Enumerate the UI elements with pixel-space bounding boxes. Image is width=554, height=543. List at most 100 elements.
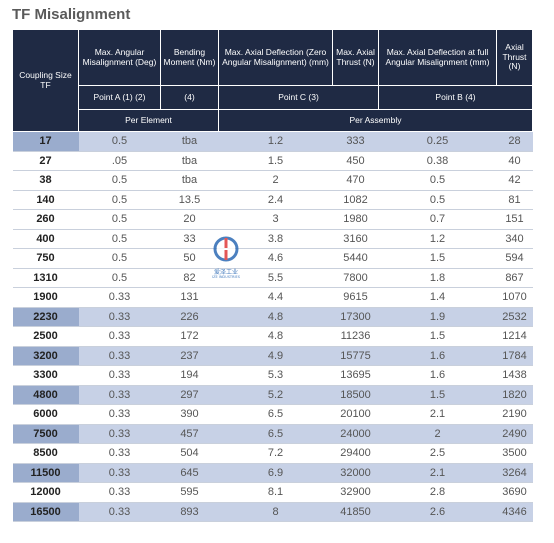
axial-thrust-2-cell: 81: [496, 190, 533, 210]
watermark-logo: 爱泽工业 IZE INDUSTRIES: [204, 234, 248, 284]
coupling-size-cell: 7500: [12, 424, 79, 444]
coupling-size-cell: 1900: [12, 287, 79, 308]
axial-thrust-cell: 17300: [332, 307, 379, 327]
axial-deflection-full-cell: 2.1: [378, 463, 497, 483]
axial-deflection-full-cell: 1.5: [378, 248, 497, 269]
axial-thrust-2-cell: 1820: [496, 385, 533, 405]
angular-misalignment-cell: .05: [78, 151, 161, 171]
coupling-size-cell: 6000: [12, 404, 79, 425]
axial-thrust-2-cell: 1214: [496, 326, 533, 347]
angular-misalignment-cell: 0.33: [78, 502, 161, 522]
axial-thrust-2-cell: 867: [496, 268, 533, 288]
header-bending-moment: Bending Moment (Nm): [160, 29, 219, 86]
axial-thrust-cell: 11236: [332, 326, 379, 347]
table-row: 2500 0.33 172 4.8 11236 1.5 1214: [12, 326, 533, 347]
misalignment-table: Coupling Size TF Max. Angular Misalignme…: [12, 29, 533, 522]
axial-deflection-zero-cell: 5.3: [218, 365, 333, 386]
table-row: 12000 0.33 595 8.1 32900 2.8 3690: [12, 482, 533, 503]
axial-thrust-2-cell: 1438: [496, 365, 533, 386]
axial-thrust-cell: 450: [332, 151, 379, 171]
axial-deflection-zero-cell: 7.2: [218, 443, 333, 464]
table-row: 2230 0.33 226 4.8 17300 1.9 2532: [12, 307, 533, 327]
axial-thrust-cell: 1082: [332, 190, 379, 210]
angular-misalignment-cell: 0.33: [78, 346, 161, 366]
coupling-size-cell: 27: [12, 151, 79, 171]
angular-misalignment-cell: 0.33: [78, 482, 161, 503]
angular-misalignment-cell: 0.33: [78, 326, 161, 347]
axial-deflection-full-cell: 0.5: [378, 190, 497, 210]
table-body: 17 0.5 tba 1.2 333 0.25 28 27.05 tba 1.5 450 0.38 40…: [12, 131, 533, 522]
axial-deflection-zero-cell: 8: [218, 502, 333, 522]
coupling-size-cell: 8500: [12, 443, 79, 464]
bending-moment-cell: 13.5: [160, 190, 219, 210]
table-row: 750 0.5 50 4.6 5440 1.5 594: [12, 248, 533, 269]
axial-deflection-full-cell: 0.7: [378, 209, 497, 230]
axial-deflection-zero-cell: 5.5: [218, 268, 333, 288]
axial-deflection-zero-cell: 6.9: [218, 463, 333, 483]
axial-deflection-zero-cell: 6.5: [218, 404, 333, 425]
coupling-size-cell: 3200: [12, 346, 79, 366]
bending-moment-cell: 390: [160, 404, 219, 425]
axial-thrust-2-cell: 28: [496, 131, 533, 152]
angular-misalignment-cell: 0.33: [78, 463, 161, 483]
axial-deflection-zero-cell: 4.4: [218, 287, 333, 308]
coupling-size-cell: 3300: [12, 365, 79, 386]
header-coupling-size: Coupling Size TF: [12, 29, 79, 132]
header-max-axial-thrust: Max. Axial Thrust (N): [332, 29, 379, 86]
bending-moment-cell: 172: [160, 326, 219, 347]
angular-misalignment-cell: 0.33: [78, 365, 161, 386]
axial-thrust-2-cell: 2532: [496, 307, 533, 327]
axial-deflection-zero-cell: 8.1: [218, 482, 333, 503]
axial-thrust-2-cell: 2490: [496, 424, 533, 444]
coupling-size-cell: 140: [12, 190, 79, 210]
angular-misalignment-cell: 0.33: [78, 443, 161, 464]
axial-thrust-2-cell: 340: [496, 229, 533, 249]
table-row: 1900 0.33 131 4.4 9615 1.4 1070: [12, 287, 533, 308]
header-point-a: Point A (1) (2): [78, 85, 161, 110]
axial-thrust-cell: 41850: [332, 502, 379, 522]
bending-moment-cell: 457: [160, 424, 219, 444]
axial-deflection-zero-cell: 2: [218, 170, 333, 191]
angular-misalignment-cell: 0.5: [78, 229, 161, 249]
axial-thrust-cell: 15775: [332, 346, 379, 366]
bending-moment-cell: 226: [160, 307, 219, 327]
axial-deflection-full-cell: 0.5: [378, 170, 497, 191]
axial-thrust-cell: 29400: [332, 443, 379, 464]
axial-deflection-full-cell: 1.6: [378, 365, 497, 386]
coupling-size-cell: 260: [12, 209, 79, 230]
axial-thrust-cell: 333: [332, 131, 379, 152]
table-row: 11500 0.33 645 6.9 32000 2.1 3264: [12, 463, 533, 483]
bending-moment-cell: 33: [160, 229, 219, 249]
axial-deflection-zero-cell: 4.8: [218, 326, 333, 347]
bending-moment-cell: 131: [160, 287, 219, 308]
bending-moment-cell: 20: [160, 209, 219, 230]
angular-misalignment-cell: 0.33: [78, 424, 161, 444]
table-row: 3200 0.33 237 4.9 15775 1.6 1784: [12, 346, 533, 366]
angular-misalignment-cell: 0.33: [78, 385, 161, 405]
watermark-subtext: IZE INDUSTRIES: [212, 275, 240, 279]
axial-thrust-2-cell: 4346: [496, 502, 533, 522]
header-per-element: Per Element: [78, 109, 219, 132]
table-row: 16500 0.33 893 8 41850 2.6 4346: [12, 502, 533, 522]
logo-icon: [213, 236, 239, 262]
header-max-angular-misalignment: Max. Angular Misalignment (Deg): [78, 29, 161, 86]
header-point-c: Point C (3): [218, 85, 379, 110]
axial-deflection-zero-cell: 3: [218, 209, 333, 230]
axial-deflection-zero-cell: 1.5: [218, 151, 333, 171]
axial-deflection-zero-cell: 3.8: [218, 229, 333, 249]
bending-moment-cell: 504: [160, 443, 219, 464]
axial-deflection-full-cell: 1.5: [378, 385, 497, 405]
table-row: 3300 0.33 194 5.3 13695 1.6 1438: [12, 365, 533, 386]
axial-deflection-full-cell: 2.1: [378, 404, 497, 425]
table-row: 27.05 tba 1.5 450 0.38 40: [12, 151, 533, 171]
axial-thrust-2-cell: 594: [496, 248, 533, 269]
axial-thrust-cell: 5440: [332, 248, 379, 269]
bending-moment-cell: tba: [160, 170, 219, 191]
page-title: TF Misalignment: [12, 6, 131, 23]
coupling-size-cell: 2230: [12, 307, 79, 327]
table-row: 4800 0.33 297 5.2 18500 1.5 1820: [12, 385, 533, 405]
axial-deflection-zero-cell: 4.6: [218, 248, 333, 269]
bending-moment-cell: 297: [160, 385, 219, 405]
axial-thrust-2-cell: 3264: [496, 463, 533, 483]
angular-misalignment-cell: 0.33: [78, 287, 161, 308]
